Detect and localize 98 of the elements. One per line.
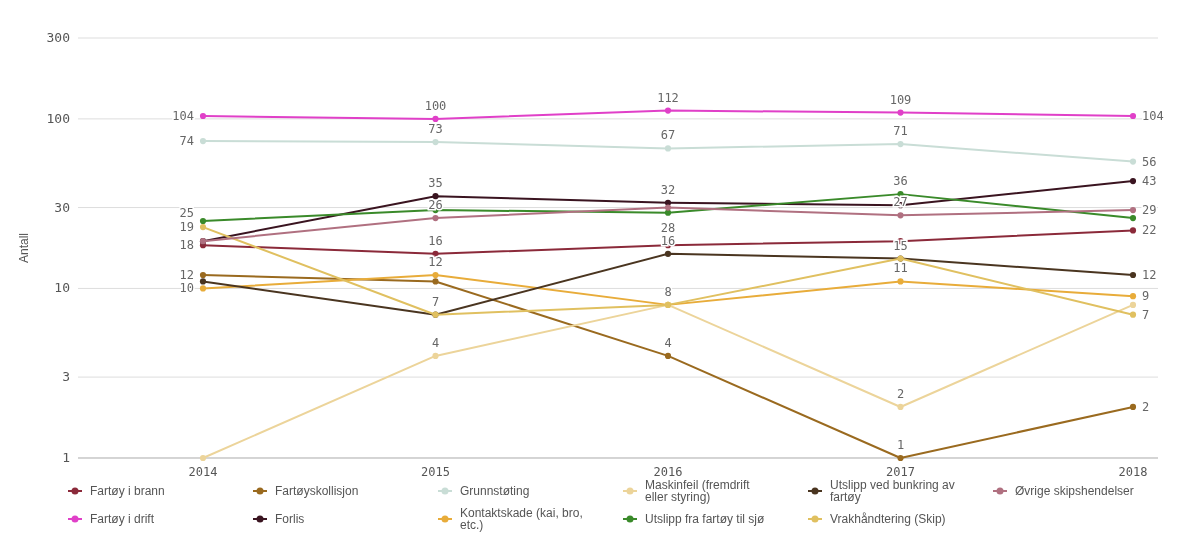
point: [897, 141, 904, 148]
x-tick-label: 2014: [188, 465, 218, 479]
point: [199, 271, 207, 279]
data-label: 19: [179, 220, 194, 235]
data-label: 9: [1142, 289, 1150, 304]
legend-label: Vrakhåndtering (Skip): [830, 512, 946, 526]
y-axis-title: Antall: [17, 232, 31, 264]
data-label: 112: [657, 90, 679, 105]
x-tick-label: 2018: [1118, 465, 1148, 479]
data-label: 100: [424, 98, 447, 113]
legend-label: Fartøy i brann: [90, 484, 165, 498]
point: [432, 193, 439, 200]
data-label: 2: [1142, 399, 1150, 414]
data-label: 11: [893, 261, 908, 276]
data-label: 43: [1142, 174, 1157, 189]
point: [432, 352, 439, 359]
point: [432, 115, 439, 122]
point: [1129, 271, 1137, 279]
legend-label: Maskinfeil (fremdrift eller styring): [645, 478, 751, 504]
x-tick-label: 2015: [421, 465, 450, 479]
legend-label: Øvrige skipshendelser: [1015, 484, 1134, 498]
data-label: 32: [660, 182, 676, 197]
data-label: 12: [428, 255, 443, 270]
data-label: 16: [428, 233, 443, 248]
y-tick-label: 1: [62, 450, 70, 465]
legend-label: Fartøyskollisjon: [275, 484, 359, 498]
point: [664, 145, 672, 152]
data-label: 67: [660, 128, 676, 143]
data-label: 35: [428, 176, 443, 191]
point: [1129, 301, 1137, 308]
point: [897, 109, 904, 116]
point: [1129, 206, 1137, 214]
point: [199, 224, 207, 231]
legend-label: Grunnstøting: [460, 484, 530, 498]
legend-label: Utslipp ved bunkring av fartøy: [830, 478, 955, 504]
data-label: 109: [889, 92, 912, 107]
data-label: 8: [664, 284, 672, 299]
point: [199, 217, 207, 225]
x-tick-label: 2016: [653, 465, 683, 479]
point: [1129, 403, 1137, 411]
legend-label: Utslipp fra fartøy til sjø: [645, 512, 766, 526]
data-label: 12: [1142, 268, 1157, 283]
point: [1129, 215, 1137, 222]
data-label: 10: [179, 281, 194, 296]
data-label: 4: [431, 335, 440, 350]
point: [664, 204, 672, 211]
y-tick-label: 30: [54, 199, 70, 215]
data-label: 7: [431, 294, 440, 309]
point: [1129, 177, 1137, 185]
data-label: 29: [1142, 203, 1157, 218]
point: [432, 278, 439, 285]
data-label: 71: [893, 124, 908, 139]
data-label: 36: [893, 174, 908, 189]
point: [199, 285, 207, 292]
data-label: 12: [179, 268, 194, 283]
data-label: 73: [428, 122, 443, 137]
data-label: 25: [179, 205, 194, 220]
point: [199, 278, 207, 285]
point: [664, 352, 672, 359]
point: [1129, 227, 1137, 234]
point: [664, 250, 672, 257]
data-label: 74: [179, 134, 194, 149]
legend-label: Kontaktskade (kai, bro, etc.): [460, 506, 583, 532]
point: [1129, 311, 1137, 318]
data-label: 22: [1142, 223, 1157, 238]
data-label: 28: [660, 220, 676, 235]
y-tick-label: 300: [46, 30, 70, 45]
point: [199, 112, 207, 120]
point: [664, 107, 672, 114]
data-label: 7: [1142, 307, 1150, 322]
point: [664, 199, 672, 206]
point: [897, 454, 904, 462]
point: [1129, 158, 1137, 165]
point: [432, 138, 439, 146]
data-label: 26: [428, 198, 443, 213]
x-tick-label: 2017: [886, 465, 915, 479]
point: [199, 454, 207, 462]
data-label: 18: [179, 238, 194, 253]
point: [897, 212, 904, 219]
data-label: 104: [1142, 109, 1164, 124]
data-label: 56: [1142, 154, 1157, 169]
point: [897, 278, 904, 285]
y-tick-label: 3: [62, 369, 70, 385]
point: [1129, 112, 1137, 120]
data-label: 2: [896, 386, 905, 401]
point: [432, 215, 439, 222]
y-tick-label: 100: [46, 110, 70, 126]
legend-label: Forlis: [275, 512, 305, 526]
legend-label: Fartøy i drift: [90, 512, 155, 526]
data-label: 1: [896, 438, 905, 452]
point: [1129, 293, 1137, 300]
data-label: 4: [664, 335, 672, 350]
data-label: 15: [893, 238, 908, 253]
data-label: 104: [172, 109, 194, 124]
point: [199, 137, 207, 145]
point: [897, 403, 904, 411]
point: [432, 271, 439, 279]
y-tick-label: 10: [54, 280, 70, 296]
